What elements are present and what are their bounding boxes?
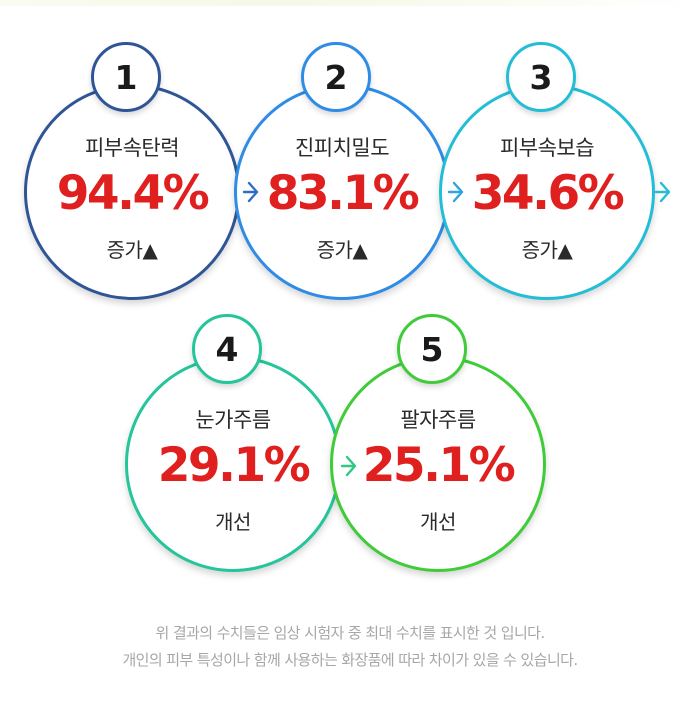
result-circle-1: 1 피부속탄력 94.4% 증가▲	[24, 42, 240, 300]
metric-label: 진피치밀도	[294, 136, 390, 160]
metric-label: 피부속보습	[499, 136, 595, 160]
arrow-right-icon	[447, 181, 464, 203]
circle-ring	[234, 84, 450, 300]
metric-label: 피부속탄력	[84, 136, 180, 160]
footnote-line-1: 위 결과의 수치들은 임상 시험자 중 최대 수치를 표시한 것 입니다.	[155, 624, 545, 642]
metric-change: 증가▲	[106, 238, 158, 262]
step-number-badge: 2	[301, 42, 371, 112]
metric-change: 증가▲	[316, 238, 368, 262]
step-number-badge: 3	[506, 42, 576, 112]
arrow-right-icon	[654, 181, 671, 203]
metric-value: 34.6%	[471, 166, 625, 221]
result-circle-5: 5 팔자주름 25.1% 개선	[330, 314, 546, 572]
step-number-badge: 4	[192, 314, 262, 384]
metric-label: 팔자주름	[400, 408, 476, 432]
step-number-badge: 5	[397, 314, 467, 384]
metric-value: 83.1%	[266, 166, 420, 221]
metric-label: 눈가주름	[195, 408, 271, 432]
result-circle-4: 4 눈가주름 29.1% 개선	[125, 314, 341, 572]
result-circle-3: 3 피부속보습 34.6% 증가▲	[439, 42, 655, 300]
metric-value: 29.1%	[157, 438, 311, 493]
result-circle-2: 2 진피치밀도 83.1% 증가▲	[234, 42, 450, 300]
top-banner-strip	[0, 0, 700, 6]
metric-change: 증가▲	[521, 238, 573, 262]
circle-ring	[125, 356, 341, 572]
metric-change: 개선	[215, 510, 251, 534]
arrow-right-icon	[340, 455, 357, 477]
circle-ring	[439, 84, 655, 300]
arrow-right-icon	[242, 181, 259, 203]
step-number-badge: 1	[91, 42, 161, 112]
metric-value: 94.4%	[56, 166, 210, 221]
metric-change: 개선	[420, 510, 456, 534]
metric-value: 25.1%	[362, 438, 516, 493]
footnote-line-2: 개인의 피부 특성이나 함께 사용하는 화장품에 따라 차이가 있을 수 있습니…	[122, 651, 578, 669]
